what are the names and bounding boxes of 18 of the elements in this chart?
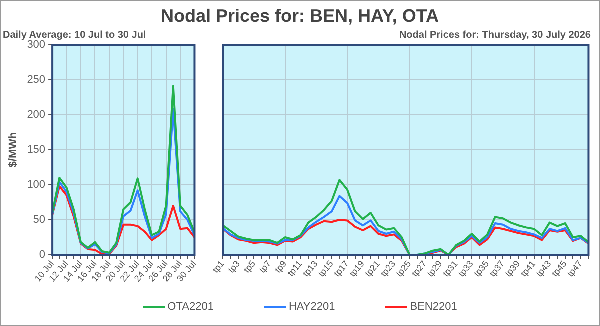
y-tick-label: 150	[27, 144, 46, 156]
y-tick-label: 100	[27, 179, 46, 192]
y-tick-label: 50	[33, 214, 46, 226]
x-tick-label: tp3	[226, 258, 242, 275]
text: Nodal Prices for: BEN, HAY, OTA	[160, 5, 440, 28]
chart-subtitle: Daily Average: 10 Jul to 30 Jul	[3, 30, 146, 41]
legend-label: OTA2201	[168, 301, 214, 313]
x-tick-label: tp5	[242, 258, 258, 275]
legend-label: BEN2201	[410, 301, 458, 313]
x-tick-label: tp7	[257, 258, 274, 275]
y-tick-label: 300	[27, 39, 46, 52]
y-tick-label: 0	[39, 249, 46, 262]
x-tick-label: tp1	[210, 258, 226, 275]
y-tick-label: 250	[27, 74, 46, 86]
y-tick-label: 200	[27, 109, 46, 122]
y-axis-title: $/MWh	[8, 132, 20, 168]
legend-label: HAY2201	[288, 301, 336, 313]
chart-subtitle: Nodal Prices for: Thursday, 30 July 2026	[399, 30, 592, 41]
